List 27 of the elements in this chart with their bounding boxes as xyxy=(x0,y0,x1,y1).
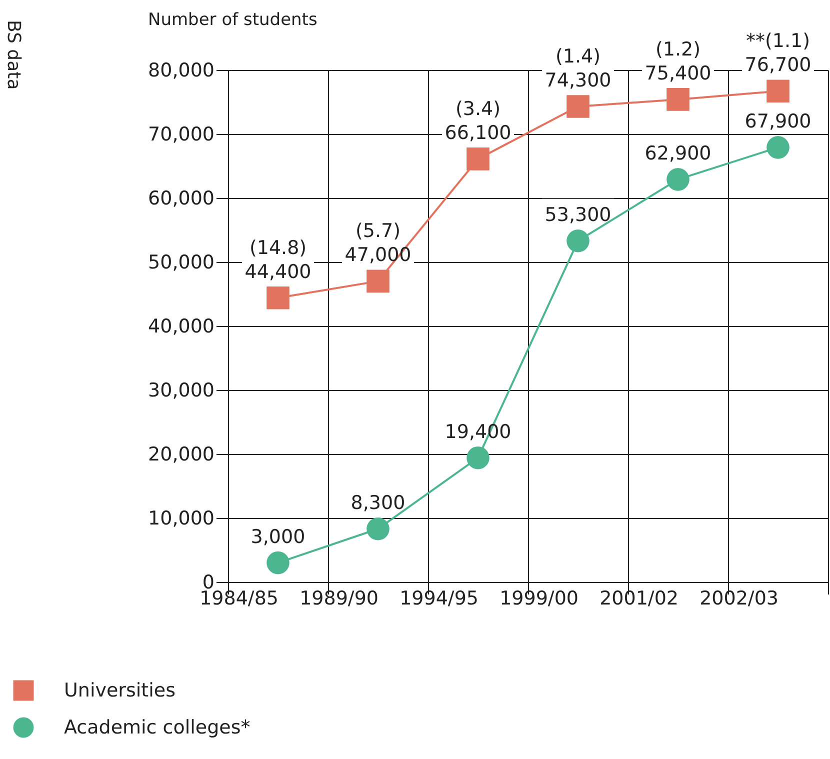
text: BS data xyxy=(3,20,24,90)
y-tick-label: 40,000 xyxy=(148,316,214,338)
data-label: (3.4) 66,100 xyxy=(444,98,512,144)
data-label: 53,300 xyxy=(544,204,612,226)
x-tick-label: 2002/03 xyxy=(700,588,778,610)
data-label: **(1.1) 76,700 xyxy=(744,30,812,76)
data-label: 62,900 xyxy=(644,142,712,164)
data-label: 3,000 xyxy=(250,526,306,548)
data-label: 8,300 xyxy=(350,492,406,514)
y-tick-label: 80,000 xyxy=(148,60,214,82)
data-label: (14.8) 44,400 xyxy=(244,236,312,283)
y-tick-label: 60,000 xyxy=(148,188,214,210)
legend-label: Academic colleges* xyxy=(64,716,250,738)
x-tick-label: 2001/02 xyxy=(600,588,678,610)
x-tick-label: 1989/90 xyxy=(300,588,378,610)
x-tick-label: 1999/00 xyxy=(500,588,578,610)
y-tick-label: 70,000 xyxy=(148,124,214,146)
y-tick-label: 20,000 xyxy=(148,444,214,466)
y-axis-title: Number of students xyxy=(148,10,318,30)
legend-label: Universities xyxy=(64,680,176,702)
y-tick-label: 50,000 xyxy=(148,252,214,274)
data-label: (1.4) 74,300 xyxy=(544,45,612,92)
x-tick-label: 1994/95 xyxy=(400,588,478,610)
y-tick-label: 10,000 xyxy=(148,508,214,530)
y-tick-label: 30,000 xyxy=(148,380,214,402)
data-label: 67,900 xyxy=(744,110,812,132)
data-label: (1.2) 75,400 xyxy=(644,38,712,84)
